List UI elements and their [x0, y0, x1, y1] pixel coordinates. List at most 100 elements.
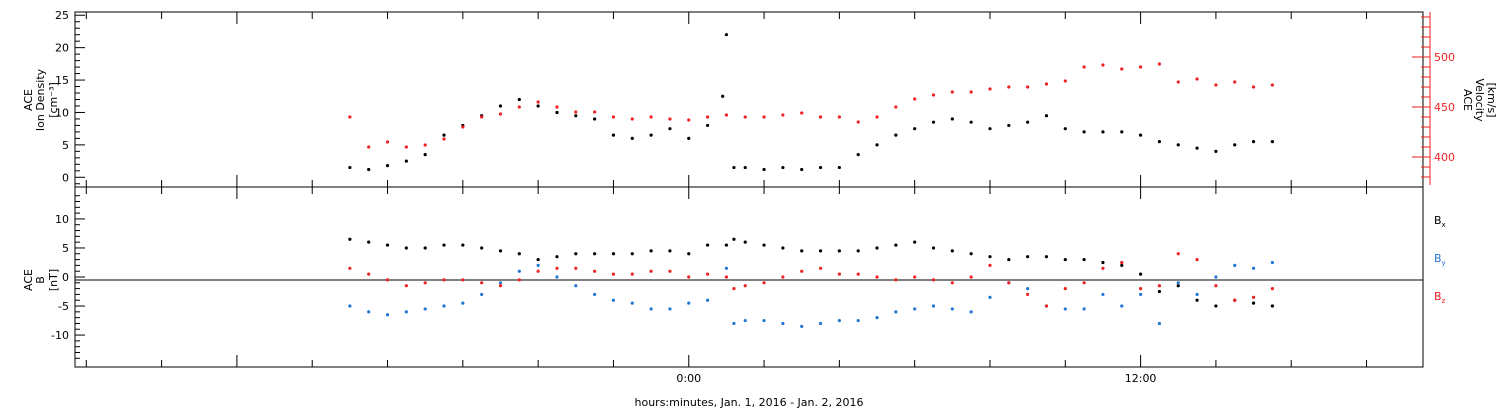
bx-point — [988, 255, 992, 259]
bx-point — [837, 249, 841, 253]
bx-point — [1270, 304, 1274, 308]
bx-point — [856, 249, 860, 253]
bz-point — [762, 281, 766, 285]
bz-point — [385, 278, 390, 282]
bz-point — [724, 275, 729, 279]
bz-point — [1063, 287, 1067, 291]
density-point — [442, 133, 446, 137]
bx-point — [461, 243, 465, 247]
bz-point — [894, 278, 898, 282]
density-point — [950, 117, 954, 121]
velocity-point — [536, 100, 540, 104]
bz-point — [461, 278, 465, 282]
bx-point — [536, 257, 540, 262]
bz-point — [1233, 298, 1237, 302]
bz-point — [555, 266, 559, 270]
b-tick-label: 0 — [62, 271, 69, 284]
velocity-point — [1044, 82, 1049, 86]
bz-point — [1157, 284, 1162, 288]
bz-point — [1026, 292, 1030, 297]
density-ylabel-2: Ion Density — [34, 68, 47, 131]
velocity-point — [442, 137, 446, 141]
by-point — [498, 281, 503, 285]
velocity-point — [1195, 77, 1199, 81]
density-point — [574, 114, 578, 118]
bz-point — [1101, 266, 1105, 270]
bx-point — [367, 240, 371, 244]
density-point — [721, 94, 725, 98]
density-point — [1082, 130, 1086, 134]
bz-point — [1007, 281, 1011, 285]
bz-point — [1044, 304, 1049, 308]
bz-point — [969, 275, 973, 279]
density-point — [348, 165, 352, 170]
density-point — [1138, 133, 1143, 137]
bz-point — [480, 281, 484, 285]
bx-point — [1082, 257, 1086, 262]
bz-point — [404, 284, 408, 288]
bx-point — [517, 252, 521, 256]
bx-point — [743, 240, 747, 244]
bz-point — [875, 275, 879, 279]
by-point — [781, 321, 785, 326]
density-point — [536, 104, 540, 108]
by-point — [1233, 263, 1237, 267]
legend-bx: Bx — [1434, 214, 1446, 229]
by-point — [1063, 307, 1067, 311]
velocity-point — [988, 87, 992, 91]
by-point — [404, 310, 408, 314]
bz-point — [837, 272, 841, 276]
velocity-point — [743, 115, 747, 119]
bx-point — [555, 255, 559, 259]
bz-point — [800, 269, 804, 273]
density-point — [555, 110, 559, 115]
by-point — [732, 321, 736, 326]
density-point — [423, 152, 427, 157]
velocity-point — [724, 113, 729, 117]
density-point — [800, 167, 804, 172]
legend-bz: Bz — [1434, 290, 1446, 305]
bz-point — [1082, 281, 1086, 285]
density-point — [517, 97, 521, 102]
velocity-point — [1120, 67, 1124, 71]
velocity-point — [1157, 62, 1162, 66]
bz-point — [781, 275, 785, 279]
density-point — [1270, 140, 1274, 144]
density-point — [969, 120, 973, 124]
bx-point — [800, 249, 804, 253]
bx-point — [574, 252, 578, 256]
density-point — [593, 117, 597, 121]
velocity-point — [1063, 79, 1067, 83]
density-point — [781, 165, 785, 170]
by-point — [611, 298, 616, 302]
density-point — [1007, 123, 1011, 128]
by-point — [837, 318, 841, 323]
velocity-ylabel-2: Velocity — [1473, 78, 1486, 122]
bz-point — [1120, 260, 1124, 265]
velocity-point — [1251, 85, 1256, 89]
bx-point — [1157, 289, 1162, 294]
velocity-point — [1176, 80, 1180, 84]
bz-point — [705, 272, 710, 276]
bx-point — [732, 237, 736, 241]
velocity-point — [668, 117, 672, 121]
bz-point — [1195, 257, 1199, 262]
by-point — [762, 318, 766, 323]
by-point — [1082, 307, 1086, 311]
velocity-point — [837, 115, 841, 119]
velocity-point — [367, 145, 371, 149]
b-tick-label: 10 — [55, 213, 69, 226]
bz-point — [498, 284, 503, 288]
velocity-tick-label: 450 — [1434, 101, 1455, 114]
bz-point — [818, 266, 823, 270]
bx-point — [875, 246, 879, 250]
density-point — [498, 104, 503, 108]
by-point — [630, 301, 634, 305]
bz-point — [649, 269, 653, 273]
velocity-point — [950, 90, 954, 94]
velocity-point — [630, 117, 634, 121]
density-point — [1251, 140, 1256, 144]
bz-point — [517, 278, 521, 282]
by-point — [1138, 292, 1143, 297]
by-point — [913, 307, 917, 311]
